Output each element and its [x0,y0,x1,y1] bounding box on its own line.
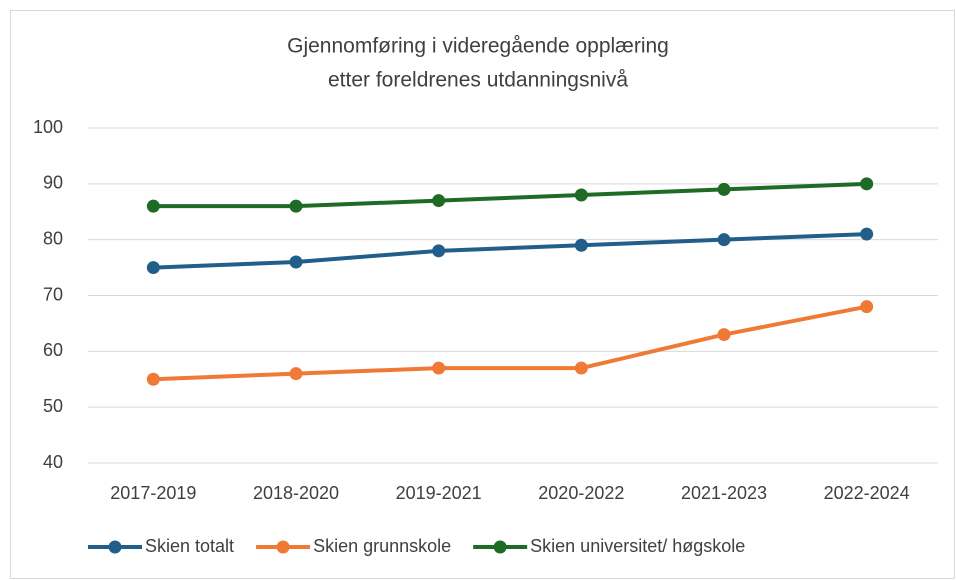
data-point [432,194,446,208]
y-tick-label: 50 [43,396,63,416]
data-point [717,328,731,342]
legend-label: Skien totalt [145,536,234,556]
x-tick-label: 2019-2021 [396,483,482,503]
legend-swatch-dot [493,540,507,554]
data-point [146,261,160,275]
x-tick-label: 2021-2023 [681,483,767,503]
data-point [289,255,303,269]
y-tick-label: 80 [43,228,63,248]
data-point [574,188,588,202]
y-tick-label: 100 [33,117,63,137]
y-tick-label: 70 [43,284,63,304]
chart-title: etter foreldrenes utdanningsnivå [328,69,628,92]
y-tick-label: 90 [43,173,63,193]
x-tick-label: 2022-2024 [824,483,910,503]
x-tick-label: 2020-2022 [538,483,624,503]
y-tick-label: 60 [43,340,63,360]
series-line [153,181,867,209]
data-point [574,238,588,252]
data-point [289,199,303,213]
data-point [146,199,160,213]
data-point [860,300,874,314]
series-line [153,232,867,270]
data-point [860,177,874,191]
legend-label: Skien universitet/ høgskole [530,536,745,556]
y-tick-label: 40 [43,452,63,472]
x-tick-label: 2017-2019 [110,483,196,503]
data-point [432,361,446,375]
data-point [574,361,588,375]
data-point [717,182,731,196]
data-point [717,233,731,247]
legend-label: Skien grunnskole [313,536,451,556]
legend-swatch-dot [276,540,290,554]
data-point [146,372,160,386]
data-point [289,367,303,381]
chart-frame [10,10,955,579]
x-tick-label: 2018-2020 [253,483,339,503]
data-point [860,227,874,241]
data-point [432,244,446,258]
legend-swatch-dot [108,540,122,554]
chart-title: Gjennomføring i videregående opplæring [287,35,669,58]
series-line [153,304,868,382]
